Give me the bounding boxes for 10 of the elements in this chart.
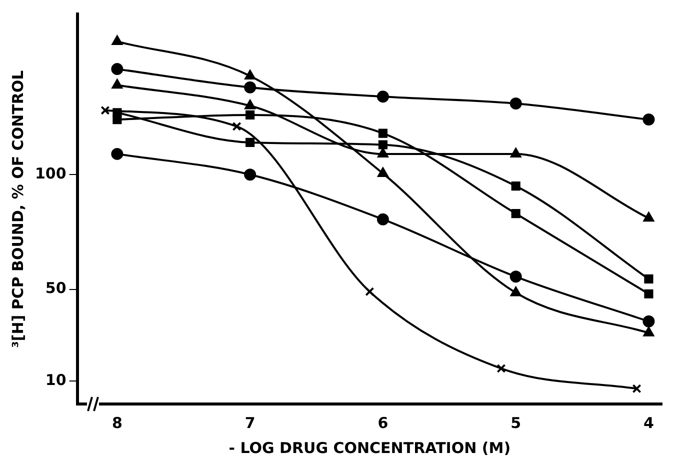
x-tick-label: 7: [244, 414, 256, 432]
x-tick-label: 8: [112, 414, 122, 432]
y-tick-label: 100: [35, 164, 66, 182]
y-tick-label: 10: [45, 370, 66, 389]
x-tick-label: 4: [643, 414, 654, 432]
x-tick-label: 6: [378, 414, 388, 432]
y-axis-title: ³[H] PCP BOUND, % OF CONTROL: [8, 70, 27, 348]
x-axis-title: - LOG DRUG CONCENTRATION (M): [228, 438, 511, 457]
x-tick-label: 5: [510, 414, 522, 432]
y-tick-label: 50: [45, 279, 66, 298]
